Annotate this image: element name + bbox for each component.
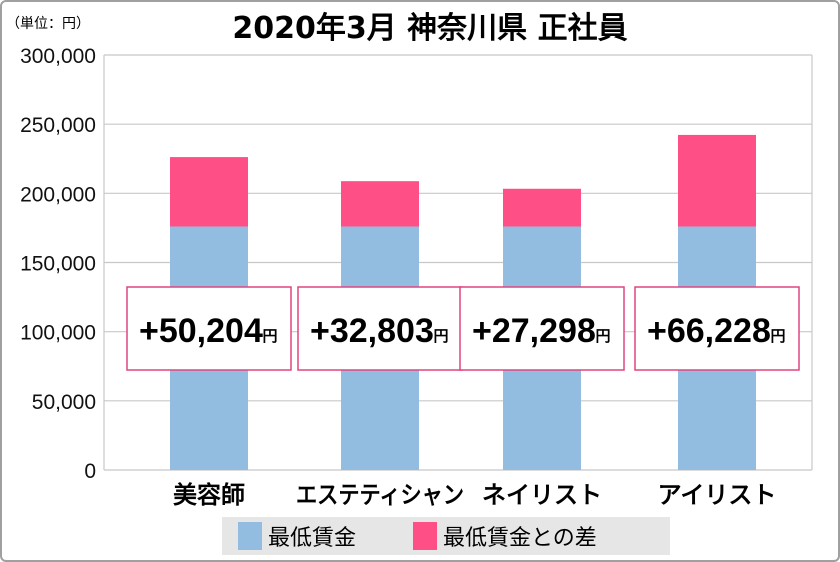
legend-label-minimum-wage: 最低賃金 [268, 526, 356, 551]
y-tick-label: 150,000 [20, 253, 96, 276]
x-category-label: ネイリスト [482, 481, 602, 509]
bar-difference [341, 181, 419, 227]
y-tick-label: 50,000 [32, 391, 96, 414]
data-label-unit: 円 [262, 327, 277, 345]
y-tick-label: 0 [84, 460, 96, 483]
legend-swatch-minimum-wage [238, 522, 262, 550]
x-category-label: エステティシャン [296, 481, 464, 509]
x-category-label: アイリスト [658, 481, 777, 509]
data-label-value: +66,228 [647, 312, 771, 350]
y-tick-label: 200,000 [20, 183, 96, 206]
legend-label-difference: 最低賃金との差 [443, 526, 597, 551]
data-label-unit: 円 [595, 327, 610, 345]
data-label-box [459, 286, 625, 371]
bar-difference [170, 157, 248, 227]
data-label-unit: 円 [433, 327, 448, 345]
legend-background [222, 517, 670, 555]
x-category-label: 美容師 [173, 481, 245, 509]
y-tick-label: 100,000 [20, 322, 96, 345]
chart-title: 2020年3月 神奈川県 正社員 [232, 11, 627, 46]
y-tick-label: 250,000 [20, 114, 96, 137]
data-label-box [634, 286, 800, 371]
data-label-value: +50,204 [139, 312, 263, 350]
data-label-unit: 円 [770, 327, 785, 345]
bar-difference [678, 134, 756, 227]
legend: 最低賃金 最低賃金との差 [222, 517, 670, 555]
bar-difference [503, 188, 581, 227]
data-label-value: +32,803 [310, 312, 434, 350]
data-label-box [297, 286, 463, 371]
legend-swatch-difference [413, 522, 437, 550]
data-label-value: +27,298 [472, 312, 596, 350]
y-tick-label: 300,000 [20, 45, 96, 68]
unit-note: （単位：円） [6, 16, 90, 32]
data-label-box [126, 286, 292, 371]
